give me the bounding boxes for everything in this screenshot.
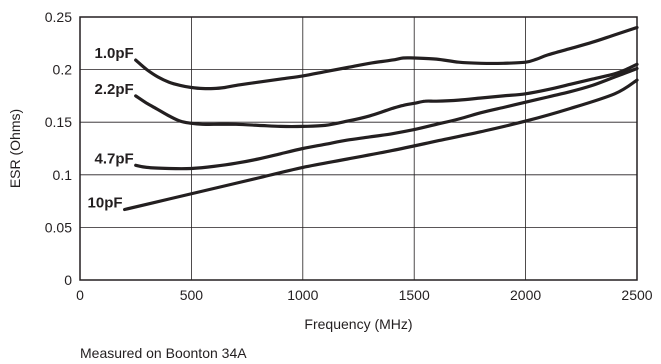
plot-frame	[79, 16, 638, 281]
series-line	[123, 78, 639, 212]
x-tick-label: 1000	[287, 287, 318, 303]
y-tick-label: 0.05	[45, 219, 72, 235]
y-tick-label: 0.15	[45, 114, 72, 130]
y-tick-label: 0.1	[53, 167, 73, 183]
series-line	[134, 25, 639, 91]
x-tick-label: 500	[180, 287, 204, 303]
series-label: 10pF	[88, 195, 123, 212]
x-tick-label: 1500	[399, 287, 430, 303]
x-tick-label: 2000	[510, 287, 541, 303]
series-line	[134, 62, 639, 129]
grid	[80, 17, 637, 280]
series-label: 4.7pF	[95, 150, 134, 167]
x-axis-title: Frequency (MHz)	[304, 316, 412, 332]
series-line	[134, 66, 639, 171]
y-tick-label: 0.25	[45, 9, 72, 25]
curves	[123, 25, 639, 212]
y-tick-label: 0	[64, 272, 72, 288]
measurement-note: Measured on Boonton 34A	[80, 345, 247, 361]
y-tick-labels: 0 0.05 0.1 0.15 0.2 0.25	[45, 9, 72, 288]
y-tick-label: 0.2	[53, 62, 73, 78]
x-tick-labels: 0 500 1000 1500 2000 2500	[76, 287, 653, 303]
x-tick-label: 2500	[621, 287, 652, 303]
series-label: 2.2pF	[95, 81, 134, 98]
series-labels: 1.0pF 2.2pF 4.7pF 10pF	[88, 45, 134, 211]
series-label: 1.0pF	[95, 45, 134, 62]
x-tick-label: 0	[76, 287, 84, 303]
y-axis-title: ESR (Ohms)	[7, 109, 23, 188]
